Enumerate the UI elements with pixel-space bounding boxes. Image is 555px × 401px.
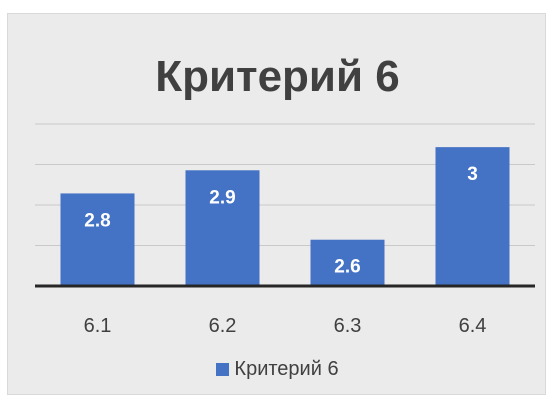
data-labels: 2.8 2.9 2.6 3	[84, 164, 478, 278]
x-tick-label-6.4: 6.4	[459, 315, 487, 337]
legend: Критерий 6	[8, 358, 547, 381]
x-tick-label-6.2: 6.2	[209, 315, 237, 337]
x-tick-label-6.1: 6.1	[84, 315, 112, 337]
bar-6.3	[310, 239, 385, 286]
x-tick-labels: 6.1 6.2 6.3 6.4	[84, 315, 487, 337]
chart-title: Критерий 6	[155, 52, 400, 101]
legend-label: Критерий 6	[234, 358, 339, 380]
bar-6.2	[185, 170, 260, 286]
data-label-6.4: 3	[467, 164, 478, 185]
data-label-6.2: 2.9	[209, 187, 235, 208]
bars	[60, 147, 510, 286]
data-label-6.1: 2.8	[84, 210, 110, 231]
data-label-6.3: 2.6	[334, 257, 360, 278]
plot-area: 2.8 2.9 2.6 3 6.1 6.2 6.3 6.4	[35, 123, 535, 337]
x-tick-label-6.3: 6.3	[334, 315, 362, 337]
bar-6.1	[60, 193, 135, 286]
chart-area: Критерий 6 2.8 2.9 2.6 3 6.1 6.2 6.3 6.4 Крите…	[7, 13, 546, 395]
legend-swatch	[216, 363, 230, 376]
bar-6.4	[435, 147, 510, 286]
